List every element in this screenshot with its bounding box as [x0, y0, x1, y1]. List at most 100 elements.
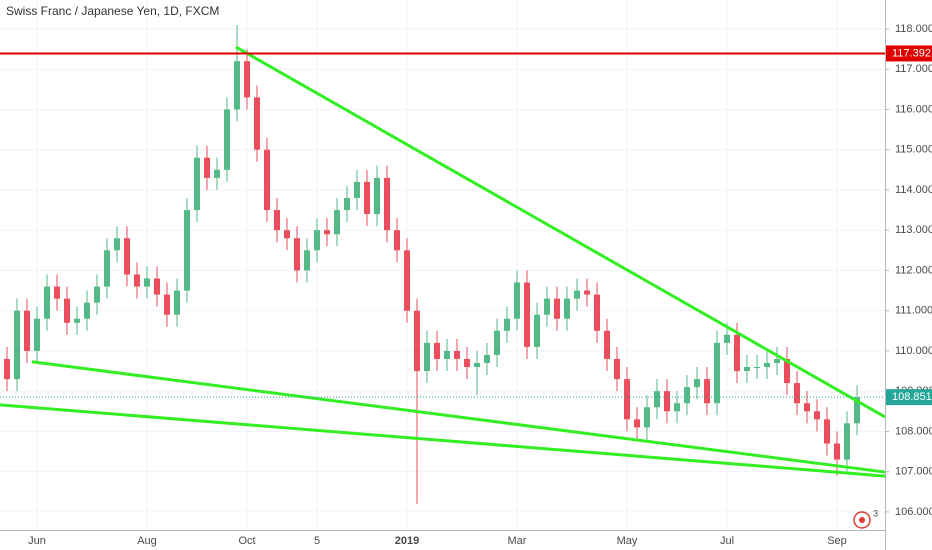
candle	[634, 407, 640, 440]
candle	[84, 290, 90, 331]
candle	[714, 330, 720, 416]
candle	[474, 350, 480, 396]
candle	[24, 298, 30, 363]
candle	[164, 282, 170, 327]
x-tick-label: Sep	[827, 535, 847, 547]
trendline	[235, 45, 886, 419]
candle-body	[224, 109, 230, 170]
candle-body	[684, 387, 690, 404]
badge-dot	[859, 517, 865, 523]
candle	[744, 354, 750, 384]
candle-body	[34, 318, 40, 351]
candle-body	[694, 379, 700, 388]
chart-title: Swiss Franc / Japanese Yen, 1D, FXCM	[6, 4, 219, 18]
candle-body	[234, 61, 240, 110]
x-tick-label: 2019	[395, 535, 419, 547]
candle-body	[514, 282, 520, 319]
candle-body	[794, 383, 800, 404]
last-price-label: 108.851	[892, 391, 932, 403]
candle	[754, 354, 760, 380]
candle-body	[354, 181, 360, 198]
candle	[144, 266, 150, 299]
candle	[604, 318, 610, 372]
candle	[54, 274, 60, 311]
candle-body	[564, 298, 570, 319]
candle	[834, 431, 840, 476]
candle	[124, 226, 130, 287]
candle	[654, 379, 660, 420]
candle-body	[814, 411, 820, 420]
x-tick-label: Oct	[238, 535, 255, 547]
candle-body	[264, 149, 270, 211]
candle	[844, 411, 850, 472]
candle-body	[834, 443, 840, 460]
candle	[254, 85, 260, 162]
candle-body	[204, 157, 210, 178]
candle-body	[844, 423, 850, 460]
candle-body	[164, 294, 170, 315]
candle	[514, 270, 520, 331]
candle	[364, 169, 370, 227]
candle	[384, 165, 390, 243]
candle-body	[404, 250, 410, 311]
candle	[574, 278, 580, 311]
candle	[284, 218, 290, 251]
candle-body	[174, 290, 180, 315]
candle-body	[434, 342, 440, 359]
candle	[804, 391, 810, 424]
candle-body	[764, 362, 770, 368]
candle-body	[84, 302, 90, 319]
x-tick-label: Jul	[720, 535, 734, 547]
candle-body	[444, 350, 450, 359]
candle-body	[724, 334, 730, 343]
candle-body	[324, 230, 330, 235]
candle	[374, 165, 380, 227]
candle	[404, 238, 410, 323]
candle	[414, 298, 420, 504]
badge-icon[interactable]	[853, 511, 871, 529]
candle-body	[384, 177, 390, 231]
candle	[684, 375, 690, 416]
candle	[194, 145, 200, 223]
candle	[704, 367, 710, 416]
y-tick-label: 114.000	[895, 184, 932, 196]
candle	[184, 197, 190, 303]
candle	[554, 286, 560, 331]
candle-body	[634, 419, 640, 428]
candle	[824, 407, 830, 456]
candle-body	[604, 330, 610, 359]
candle	[44, 274, 50, 331]
candle-body	[574, 290, 580, 299]
candle	[234, 24, 240, 122]
candle-body	[454, 350, 460, 359]
candle-body	[344, 197, 350, 211]
trendline	[31, 360, 886, 474]
candle	[544, 286, 550, 327]
candle-body	[664, 391, 670, 412]
y-tick-label: 110.000	[895, 345, 932, 357]
candle	[854, 385, 860, 436]
candle-body	[544, 298, 550, 315]
candle-body	[854, 397, 860, 424]
y-tick-label: 107.000	[895, 466, 932, 478]
candle	[14, 298, 20, 392]
candle-body	[784, 358, 790, 384]
candle-body	[424, 342, 430, 372]
candle	[264, 137, 270, 223]
candle-body	[674, 403, 680, 412]
candle-body	[474, 362, 480, 368]
y-tick-label: 112.000	[895, 264, 932, 276]
candle-body	[624, 379, 630, 420]
candle-body	[374, 177, 380, 215]
candle	[494, 318, 500, 368]
candle	[314, 218, 320, 263]
candle-body	[614, 358, 620, 380]
candle	[174, 278, 180, 327]
candle-body	[64, 298, 70, 323]
axes: 106.000107.000108.000109.000110.000111.0…	[28, 23, 932, 547]
candle-body	[154, 278, 160, 295]
candle	[774, 346, 780, 376]
candle-body	[414, 310, 420, 372]
candle	[564, 286, 570, 331]
candle-body	[774, 358, 780, 363]
